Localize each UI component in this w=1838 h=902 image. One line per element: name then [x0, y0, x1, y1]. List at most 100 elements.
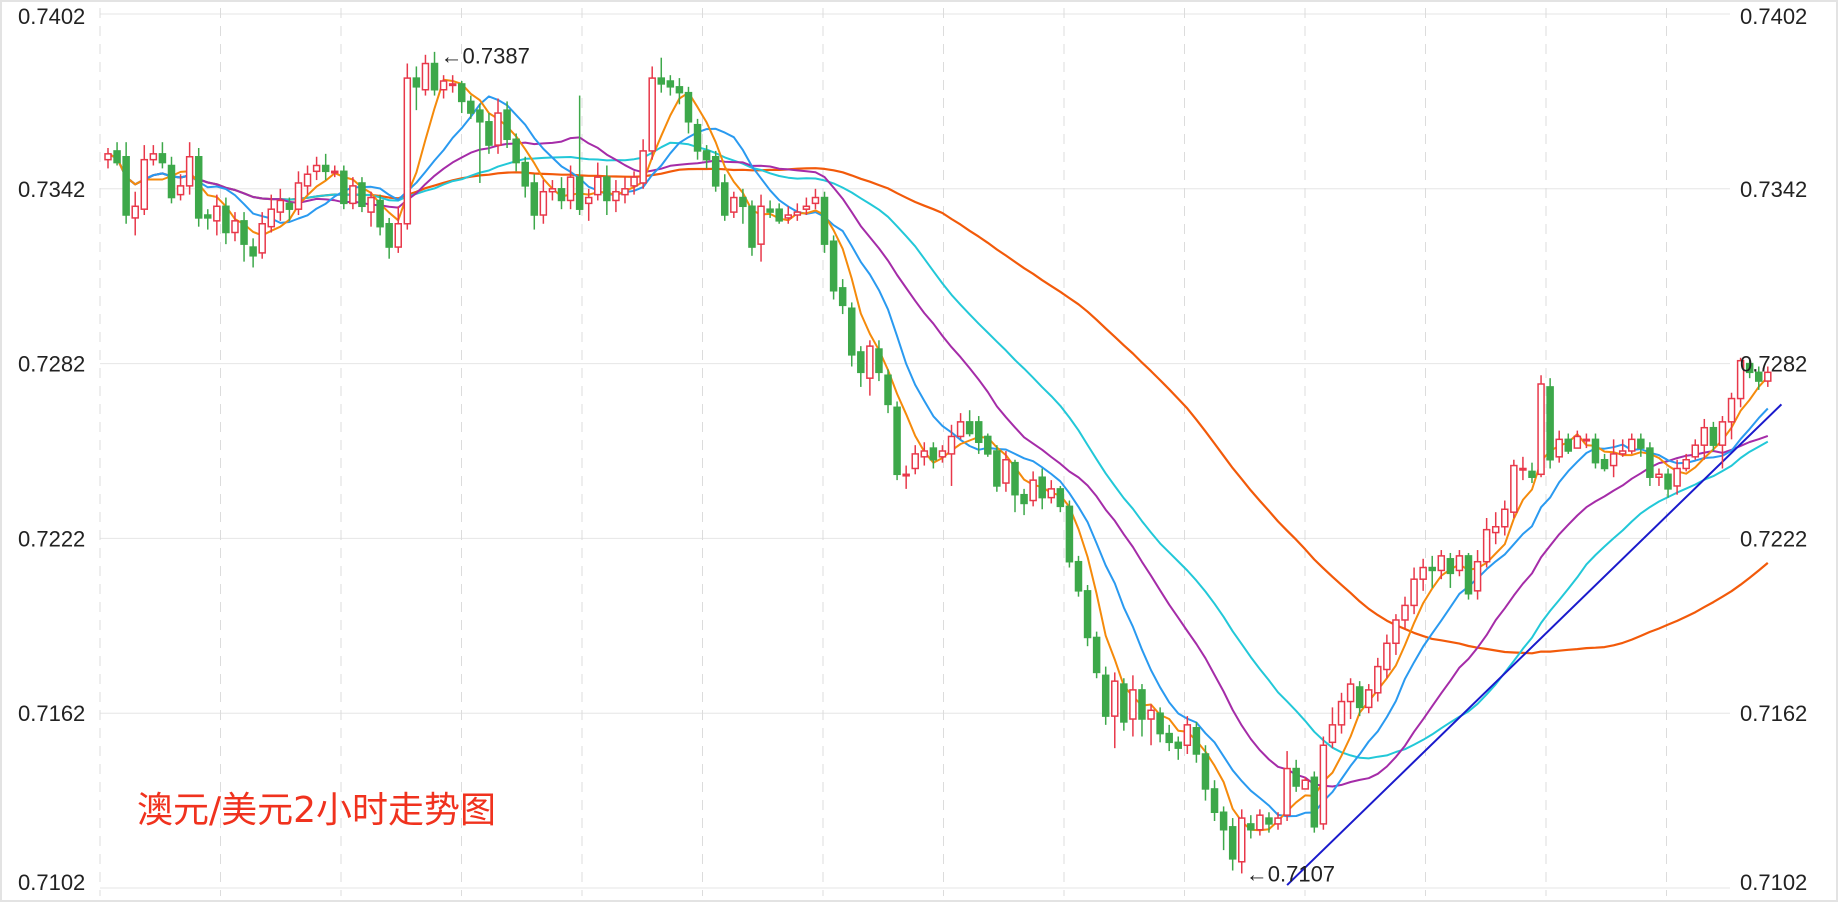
candle — [1446, 552, 1455, 588]
candle-body-down — [457, 83, 466, 103]
candle-body-up — [421, 62, 430, 91]
candle — [1083, 585, 1092, 647]
y-tick-label-left: 0.7282 — [18, 352, 85, 377]
candle — [231, 212, 239, 242]
candle — [1745, 357, 1754, 379]
candle-body-up — [294, 182, 303, 210]
candle — [476, 104, 484, 183]
candle — [1192, 721, 1201, 763]
candle-body-down — [222, 205, 230, 234]
candle — [1628, 433, 1636, 454]
candle — [1428, 555, 1436, 588]
candle — [893, 401, 901, 481]
candle-body-down — [857, 351, 865, 374]
candle — [548, 180, 557, 201]
y-tick-label-right: 0.7402 — [1740, 4, 1807, 29]
candle — [276, 188, 285, 221]
candle-body-down — [1192, 727, 1201, 755]
candle-body-down — [113, 150, 121, 164]
candle — [1355, 681, 1364, 717]
candle-body-down — [1528, 470, 1536, 478]
candle — [1482, 518, 1491, 568]
candle-body-up — [131, 205, 139, 219]
ma5-line — [107, 78, 1769, 832]
candle-body-up — [1555, 438, 1563, 458]
candle-body-down — [358, 182, 366, 208]
candle-body-down — [1228, 826, 1237, 860]
candle-body-up — [1609, 453, 1618, 467]
candle-body-down — [485, 121, 493, 146]
candle — [965, 410, 974, 437]
candle-body-down — [1745, 362, 1754, 374]
candle-body-down — [1156, 712, 1164, 735]
candle-body-down — [603, 176, 611, 202]
candle-body-up — [276, 199, 285, 213]
ma60-line — [107, 152, 1769, 655]
candle-body-down — [1056, 488, 1065, 508]
candle-body-down — [775, 208, 783, 222]
candle-body-down — [1083, 590, 1092, 639]
candle-body-down — [893, 406, 901, 476]
candle — [1637, 433, 1645, 457]
candle — [1501, 500, 1509, 536]
candle-body-up — [1764, 371, 1772, 382]
candle-body-down — [1101, 674, 1110, 717]
candle-body-up — [1002, 458, 1010, 484]
candle-body-down — [430, 62, 439, 91]
candle — [512, 133, 520, 172]
candle-body-down — [829, 240, 838, 292]
candle — [875, 340, 883, 382]
candle — [1528, 462, 1536, 484]
candle-body-down — [1201, 753, 1210, 790]
candle-body-up — [1147, 709, 1155, 720]
low-annotation: ←0.7107 — [1246, 861, 1335, 886]
candle — [929, 442, 938, 469]
candle — [1147, 704, 1155, 746]
candle-body-up — [730, 196, 738, 213]
ma20-line — [107, 136, 1769, 788]
candle-body-up — [258, 223, 266, 254]
candle-body-up — [594, 176, 602, 196]
candle-body-down — [204, 214, 212, 219]
candle-body-down — [557, 188, 566, 202]
candle — [775, 203, 783, 224]
candle-body-up — [1401, 604, 1409, 621]
moving-average-lines — [107, 78, 1769, 832]
candle-body-up — [494, 112, 502, 146]
ma10-line — [107, 95, 1769, 818]
candle — [104, 148, 112, 169]
candle — [666, 75, 675, 96]
y-tick-label-left: 0.7102 — [18, 870, 85, 895]
candle-body-down — [875, 348, 883, 374]
candle — [1310, 771, 1319, 833]
candle — [1727, 392, 1736, 440]
candle-body-down — [1709, 426, 1718, 446]
candle — [757, 194, 765, 262]
candle — [1247, 815, 1255, 839]
candle — [648, 66, 656, 160]
candle-body-up — [802, 205, 811, 210]
candle-body-up — [1519, 467, 1527, 471]
candle — [1392, 614, 1400, 655]
candle-body-down — [1292, 767, 1300, 787]
candle — [1201, 745, 1210, 801]
candle-body-up — [1482, 528, 1491, 563]
candle-body-up — [757, 205, 765, 245]
candle-body-up — [947, 435, 956, 455]
candle-body-up — [1374, 665, 1382, 694]
candle — [285, 197, 294, 221]
candle — [1228, 818, 1237, 871]
candle-body-up — [1582, 438, 1591, 442]
candle — [739, 188, 747, 224]
candle-body-down — [1074, 560, 1083, 592]
candle-body-up — [176, 185, 185, 196]
candle-body-up — [1736, 359, 1745, 400]
candle-body-up — [539, 190, 548, 216]
candle — [1510, 459, 1518, 519]
candle-body-up — [1047, 488, 1056, 499]
candle-body-up — [1337, 700, 1346, 726]
candle — [557, 177, 566, 210]
candle — [974, 416, 983, 454]
